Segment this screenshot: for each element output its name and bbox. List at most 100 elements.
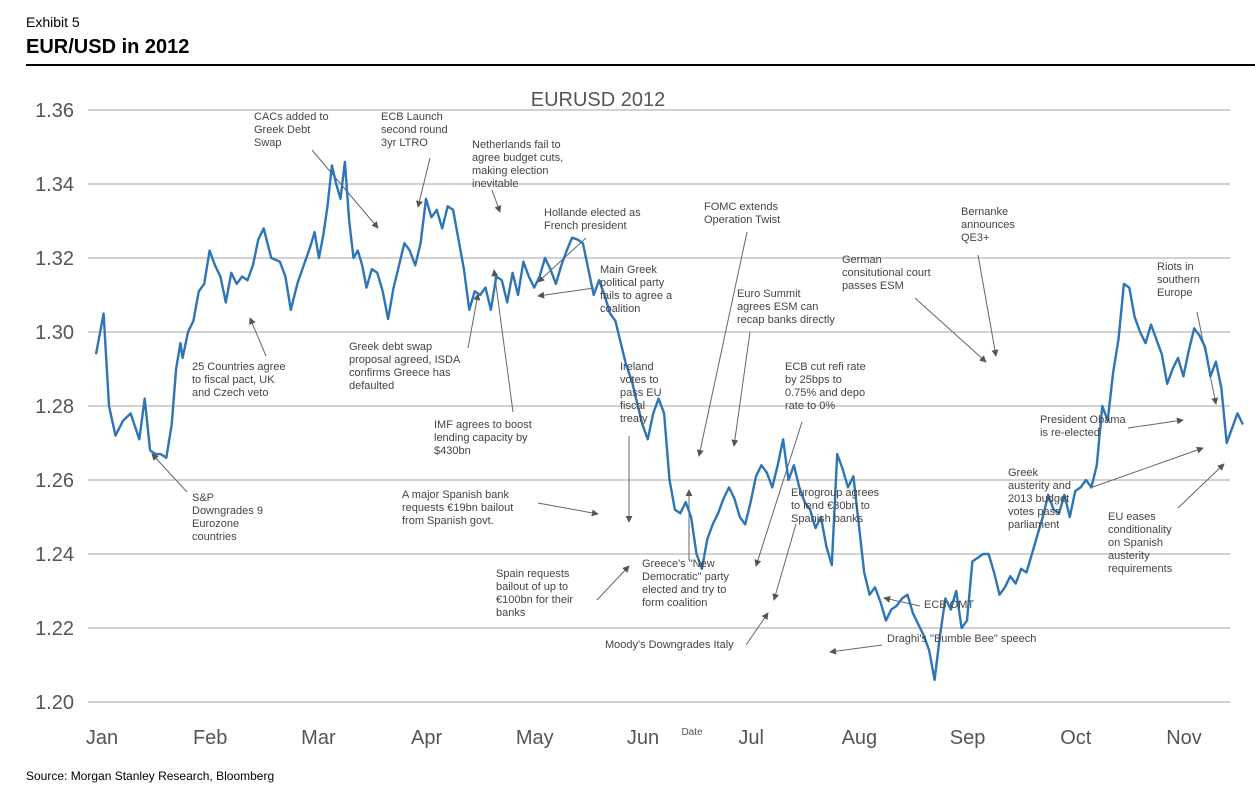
annotation-line: ECB cut refi rate (785, 361, 866, 373)
annotation-line: German (842, 254, 882, 266)
y-tick-label: 1.22 (35, 618, 74, 640)
annotation-arrow (596, 565, 630, 601)
annotation-line: Ireland (620, 361, 654, 373)
annotation-line: and Czech veto (192, 387, 268, 399)
annotation-line: austerity and (1008, 480, 1071, 492)
annotation-line: 25 Countries agree (192, 361, 286, 373)
annotation-line: making election (472, 165, 548, 177)
annotation-line: votes to (620, 374, 659, 386)
annotation-line: on Spanish (1108, 537, 1163, 549)
annotation-line: from Spanish govt. (402, 515, 494, 527)
annotation-line: 2013 budget (1008, 493, 1069, 505)
annotation-line: second round (381, 124, 448, 136)
y-tick-label: 1.24 (35, 544, 74, 566)
annotation-arrow (1127, 417, 1184, 429)
annotation-arrow (537, 287, 595, 299)
annotation-line: President Obama (1040, 414, 1126, 426)
annotation-line: form coalition (642, 597, 707, 609)
annotation-arrow (416, 157, 431, 208)
annotation-line: fiscal (620, 400, 645, 412)
x-tick-label: Jul (738, 727, 764, 749)
x-tick-label: May (516, 727, 554, 749)
annotation-text: Bernanke announces QE3+ (961, 206, 1015, 244)
annotation-text: 25 Countries agree to fiscal pact, UK and … (192, 361, 286, 399)
annotation-line: ECB OMT (924, 599, 974, 611)
y-tick-label: 1.34 (35, 174, 74, 196)
annotation-line: FOMC extends (704, 201, 778, 213)
annotation-line: bailout of up to (496, 581, 568, 593)
annotation-arrow (883, 595, 921, 607)
annotation-text: Greek austerity and 2013 budget votes pass p… (1008, 467, 1071, 531)
annotation-line: Riots in (1157, 261, 1194, 273)
annotation-line: lending capacity by (434, 432, 528, 444)
annotation-line: consitutional court (842, 267, 931, 279)
annotation-arrow (311, 149, 379, 229)
annotation-line: Swap (254, 137, 282, 149)
annotation-line: requests €19bn bailout (402, 502, 513, 514)
annotation-line: rate to 0% (785, 400, 835, 412)
annotation-line: Downgrades 9 (192, 505, 263, 517)
annotation-line: countries (192, 531, 237, 543)
annotation-line: to lend €30bn to (791, 500, 870, 512)
annotation-text: Eurogroup agrees to lend €30bn to Spanish … (791, 487, 880, 525)
y-tick-label: 1.32 (35, 248, 74, 270)
annotation-line: Hollande elected as (544, 207, 641, 219)
annotation-line: Greece's "New (642, 558, 715, 570)
annotation-text: CACs added to Greek Debt Swap (254, 111, 329, 149)
annotation-line: recap banks directly (737, 314, 835, 326)
annotation-line: pass EU (620, 387, 662, 399)
annotation-text: EU eases conditionality on Spanish austerit… (1108, 511, 1173, 575)
annotation-text: Riots in southern Europe (1157, 261, 1200, 299)
annotation-text: IMF agrees to boost lending capacity by $4… (434, 419, 532, 457)
annotations: S&P Downgrades 9 Eurozone countries 25 Count… (192, 111, 1200, 651)
annotation-line: CACs added to (254, 111, 329, 123)
annotation-line: parliament (1008, 519, 1059, 531)
x-axis-ticks: Jan Feb Mar Apr May Jun Jul Aug Sep Oct Nov (86, 727, 1202, 749)
annotation-line: Operation Twist (704, 214, 780, 226)
annotation-arrow (754, 421, 803, 567)
annotation-line: Euro Summit (737, 288, 801, 300)
exhibit-label: Exhibit 5 (26, 14, 80, 30)
y-tick-label: 1.20 (35, 692, 74, 714)
annotation-line: EU eases (1108, 511, 1156, 523)
annotation-line: is re-elected (1040, 427, 1100, 439)
gridlines (88, 109, 1230, 703)
annotation-text: German consitutional court passes ESM (842, 254, 931, 292)
annotation-line: treaty (620, 413, 648, 425)
annotation-arrow (249, 317, 267, 357)
x-tick-label: Feb (193, 727, 227, 749)
y-tick-label: 1.36 (35, 100, 74, 122)
annotation-arrow (731, 331, 751, 447)
annotation-arrow (1177, 463, 1225, 509)
annotation-text: ECB cut refi rate by 25bps to 0.75% and de… (785, 361, 866, 412)
chart-title: EURUSD 2012 (531, 89, 666, 111)
annotation-line: political party (600, 277, 665, 289)
annotation-arrow (977, 254, 999, 357)
annotation-line: Bernanke (961, 206, 1008, 218)
annotation-line: Moody's Downgrades Italy (605, 639, 734, 651)
annotation-line: announces (961, 219, 1015, 231)
annotation-line: fails to agree a (600, 290, 673, 302)
x-tick-label: Mar (301, 727, 336, 749)
annotation-text: ECB Launch second round 3yr LTRO (381, 111, 448, 149)
annotation-text: Draghi's "Bumble Bee" speech (887, 633, 1036, 645)
annotation-line: proposal agreed, ISDA (349, 354, 461, 366)
annotation-line: IMF agrees to boost (434, 419, 532, 431)
annotation-line: 0.75% and depo (785, 387, 865, 399)
annotation-line: banks (496, 607, 526, 619)
annotation-line: passes ESM (842, 280, 904, 292)
annotation-arrow (491, 269, 514, 413)
annotation-arrow (829, 644, 883, 655)
y-tick-label: 1.28 (35, 396, 74, 418)
annotation-line: confirms Greece has (349, 367, 451, 379)
annotation-line: A major Spanish bank (402, 489, 510, 501)
annotation-line: elected and try to (642, 584, 726, 596)
annotation-line: Draghi's "Bumble Bee" speech (887, 633, 1036, 645)
annotation-text: S&P Downgrades 9 Eurozone countries (192, 492, 263, 543)
annotation-line: Eurozone (192, 518, 239, 530)
x-tick-label: Aug (842, 727, 878, 749)
annotation-line: Europe (1157, 287, 1192, 299)
source-note: Source: Morgan Stanley Research, Bloombe… (26, 769, 275, 783)
annotation-line: inevitable (472, 178, 518, 190)
annotation-arrow (772, 523, 797, 601)
